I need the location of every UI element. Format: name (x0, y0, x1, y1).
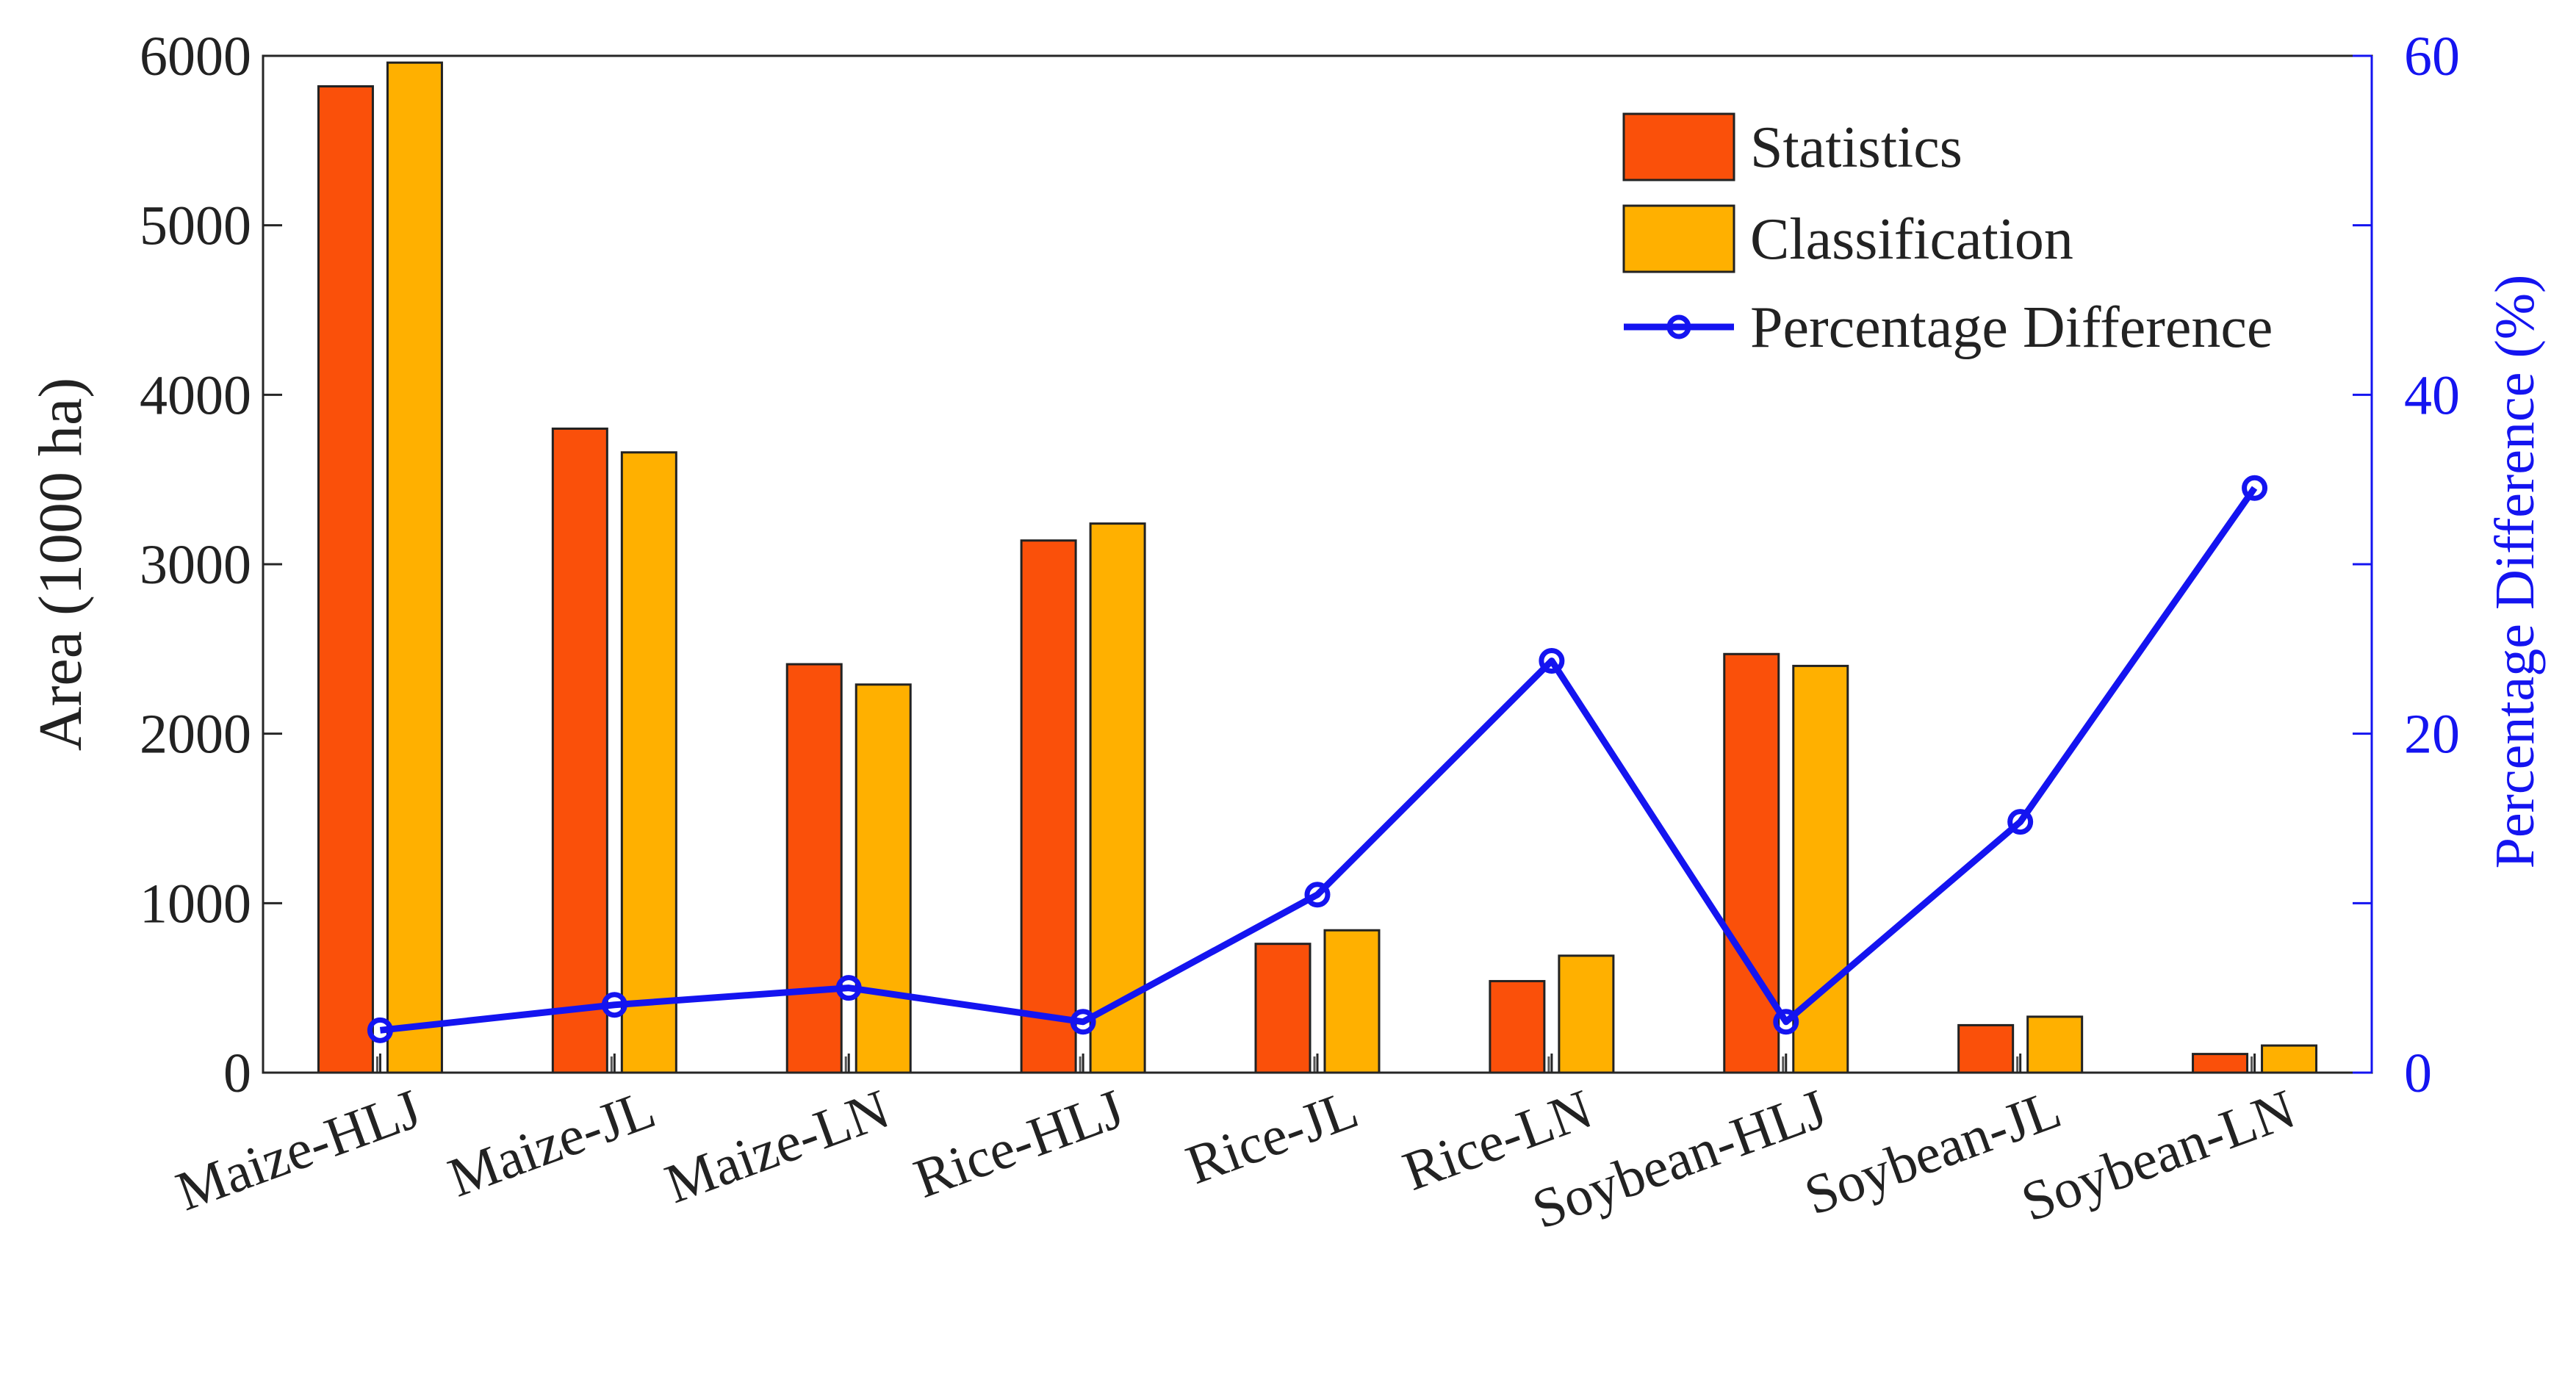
legend-swatch-percentage-difference-marker (1666, 314, 1691, 339)
bar-classification-rice-ln (1558, 954, 1615, 1074)
y2-axis-title: Percentage Difference (%) (2484, 275, 2546, 869)
point-percentage-difference-rice-ln (1539, 647, 1565, 674)
legend-swatch-statistics (1622, 112, 1735, 181)
x-tick-label-maize-ln: Maize-LN (658, 1078, 897, 1215)
line-percentage-difference (379, 486, 2258, 1034)
bar-statistics-maize-jl (551, 427, 608, 1074)
y-tick-label-4000: 4000 (140, 364, 251, 426)
point-percentage-difference-maize-hlj (367, 1017, 393, 1043)
bar-classification-maize-jl (620, 451, 677, 1074)
y-tick-label-1000: 1000 (140, 873, 251, 935)
y-axis-title: Area (1000 ha) (26, 378, 95, 751)
x-tick-label-soybean-ln: Soybean-LN (2014, 1078, 2303, 1234)
bar-statistics-soybean-hlj (1723, 652, 1780, 1074)
y-tick-label-2000: 2000 (140, 704, 251, 766)
y-axis-right: 0 20 40 60 (2353, 26, 2460, 1104)
point-percentage-difference-rice-jl (1304, 882, 1331, 908)
bar-statistics-rice-jl (1254, 943, 1312, 1074)
legend-label-statistics: Statistics (1750, 115, 1962, 180)
point-percentage-difference-maize-jl (601, 992, 627, 1018)
bar-classification-maize-ln (855, 683, 912, 1074)
bar-classification-soybean-ln (2261, 1044, 2318, 1074)
legend-swatch-classification (1622, 204, 1735, 273)
bar-statistics-rice-ln (1489, 979, 1546, 1074)
bar-statistics-maize-hlj (317, 85, 374, 1074)
point-percentage-difference-soybean-hlj (1773, 1009, 1799, 1035)
x-tick-label-rice-jl: Rice-JL (1179, 1078, 1366, 1196)
bar-statistics-maize-ln (785, 663, 843, 1074)
y2-tick-label-0: 0 (2404, 1043, 2432, 1104)
y-tick-label-5000: 5000 (140, 195, 251, 257)
bar-classification-maize-hlj (386, 61, 443, 1074)
y-tick-label-3000: 3000 (140, 534, 251, 596)
bar-statistics-soybean-jl (1957, 1023, 2015, 1074)
point-percentage-difference-soybean-ln (2242, 475, 2268, 501)
point-percentage-difference-soybean-jl (2007, 809, 2034, 835)
point-percentage-difference-rice-hlj (1070, 1009, 1096, 1035)
y-axis-left: 0 1000 2000 3000 4000 5000 6000 (140, 26, 282, 1104)
y2-tick-label-60: 60 (2404, 26, 2460, 87)
y-tick-label-6000: 6000 (140, 26, 251, 87)
legend-label-classification: Classification (1750, 207, 2073, 272)
y2-tick-label-20: 20 (2404, 704, 2460, 766)
bar-statistics-rice-hlj (1020, 539, 1077, 1074)
bar-classification-rice-jl (1323, 929, 1381, 1074)
x-tick-label-rice-hlj: Rice-HLJ (907, 1078, 1132, 1210)
x-tick-label-maize-hlj: Maize-HLJ (168, 1078, 428, 1223)
bar-statistics-soybean-ln (2192, 1053, 2249, 1074)
point-percentage-difference-maize-ln (835, 975, 862, 1001)
legend: Statistics Classification Percentage Dif… (1622, 112, 2273, 360)
line-layer (367, 475, 2268, 1043)
x-tick-label-maize-jl: Maize-JL (441, 1078, 663, 1209)
bars-layer (317, 61, 2318, 1074)
y2-tick-label-40: 40 (2404, 364, 2460, 426)
y-tick-label-0: 0 (223, 1043, 251, 1104)
bar-classification-soybean-jl (2026, 1015, 2084, 1074)
legend-label-percentage-difference: Percentage Difference (1750, 295, 2273, 360)
